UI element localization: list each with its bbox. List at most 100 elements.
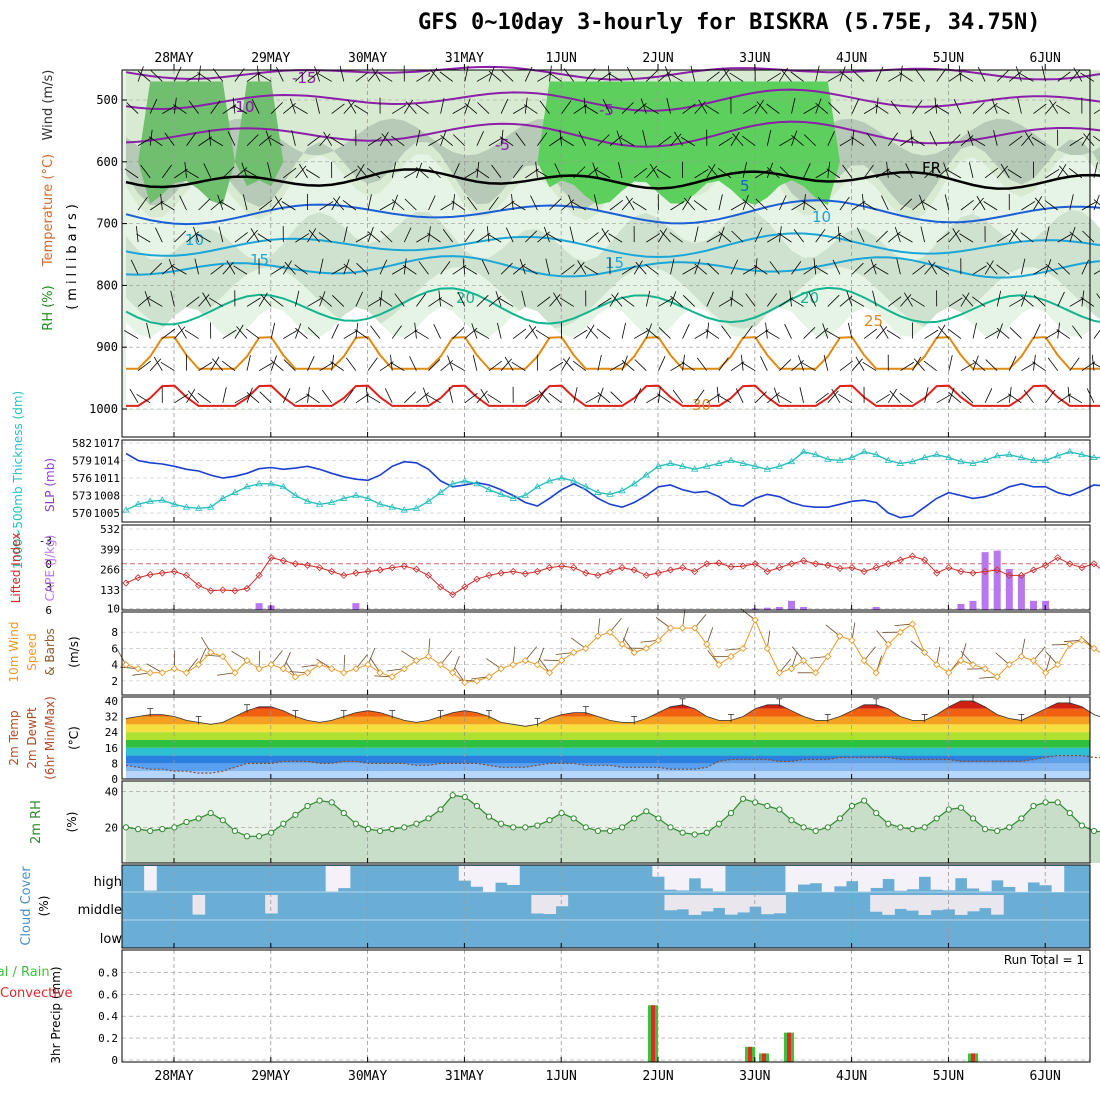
wind-barb: [409, 356, 417, 371]
wind-barb: [936, 394, 951, 404]
wind-barb: [467, 196, 478, 211]
wind10-speed-point: [594, 632, 602, 640]
wind10-barb: [201, 636, 212, 653]
wind-barb: [295, 233, 310, 243]
thickness-point: [473, 480, 481, 487]
rh2m-point: [715, 820, 723, 827]
wind10-speed-point: [170, 665, 179, 673]
wind-barb: [267, 162, 272, 178]
contour-label: -5: [599, 101, 614, 119]
wind-barb: [124, 330, 139, 339]
wind-barb: [1067, 394, 1083, 404]
precip-y-tick-label: 0.4: [98, 1010, 118, 1023]
date-label-bottom: 3JUN: [739, 1069, 770, 1084]
wind10-barb: [960, 650, 974, 665]
slp-y-tick-label: 1017: [94, 437, 121, 450]
wind-barb: [585, 394, 600, 404]
lifted-index-point: [195, 581, 203, 589]
wind-barb: [935, 265, 950, 275]
wind-barb: [742, 265, 758, 275]
wind-barb: [257, 233, 272, 243]
wind-barb: [512, 164, 523, 179]
wind-barb: [294, 264, 308, 275]
date-label-bottom: 29MAY: [251, 1069, 290, 1084]
wind-barb: [789, 297, 804, 307]
rh2m-point: [207, 809, 214, 817]
wind-barb: [928, 260, 938, 275]
lifted-index-point: [739, 562, 747, 570]
wind-barb: [984, 260, 994, 275]
wind10-speed-point: [207, 648, 215, 657]
wind-barb: [173, 104, 187, 114]
wind-barb: [718, 136, 733, 147]
wind-barb: [198, 294, 210, 307]
wind-barb: [440, 130, 447, 146]
contour-label: 10: [812, 208, 831, 226]
wind-barb: [519, 259, 526, 275]
date-label-bottom: 6JUN: [1030, 1069, 1061, 1084]
temp-y-tick-label: 24: [105, 726, 119, 739]
wind-barb: [193, 226, 199, 243]
wind10-speed-point: [146, 669, 154, 677]
wind-barb: [305, 169, 320, 179]
wind-barb: [164, 132, 175, 146]
lifted-index-point: [630, 566, 638, 574]
wind-y-tick-label: 6: [111, 642, 118, 655]
wind-barb: [150, 70, 163, 82]
wind-barb: [307, 298, 322, 307]
precip-ylabel: 3hr Precip (mm): [49, 966, 63, 1063]
wind-barb: [488, 295, 502, 307]
lifted-index-point: [376, 566, 384, 574]
wind-barb: [1008, 228, 1018, 243]
rh-band-dry-low: [126, 307, 1100, 409]
wind-barb: [530, 195, 538, 211]
wind-barb: [887, 388, 897, 404]
wind-barb: [137, 70, 151, 82]
date-label-bottom: 30MAY: [348, 1069, 387, 1084]
wind-barb: [501, 70, 514, 82]
rh2m-point: [328, 799, 335, 806]
wind-barb: [633, 260, 643, 275]
wind-barb: [415, 103, 429, 114]
wind10-speed-point: [412, 656, 421, 665]
lifted-index-point: [812, 560, 820, 568]
wind-barb: [523, 104, 538, 114]
wind-barb: [996, 69, 1009, 82]
lifted-index-point: [679, 564, 687, 572]
wind-barb: [259, 391, 272, 404]
cape-bar: [800, 606, 808, 610]
wind-barb: [828, 102, 841, 114]
wind-barb: [184, 329, 199, 339]
wind10-speed-point: [920, 648, 929, 657]
wind10-speed-point: [860, 656, 868, 665]
wind-barb: [426, 394, 441, 404]
cloud-gap-middle: [192, 895, 206, 915]
wind-barb: [646, 165, 658, 179]
wind-barb: [293, 105, 308, 114]
wind-barb: [793, 229, 804, 243]
cloud-gap-high: [797, 866, 811, 885]
thickness-point: [194, 504, 203, 511]
wind-barb: [553, 292, 562, 307]
date-label-top: 6JUN: [1030, 51, 1061, 66]
wind-barb: [356, 262, 369, 275]
temp-contour-minus5: [125, 120, 1100, 148]
wind-barb: [545, 258, 550, 275]
slp-ylabel-right: SLP (mb): [43, 458, 57, 512]
rh2m-point: [1066, 809, 1073, 817]
upper-y-tick-label: 700: [96, 217, 118, 231]
wind-barb: [162, 105, 177, 114]
lifted-index-point: [146, 571, 154, 579]
wind-barb: [476, 294, 489, 307]
wind-barb: [464, 327, 478, 339]
wind-barb: [559, 137, 574, 147]
wind-barb: [559, 297, 574, 307]
wind-barb: [823, 355, 829, 371]
wind-barb: [1069, 357, 1080, 371]
wind-barb: [174, 393, 189, 404]
lifted-index-point: [279, 557, 287, 565]
wind-barb: [170, 290, 175, 307]
wind-barb: [986, 261, 998, 275]
wind-barb: [457, 291, 466, 307]
rh2m-point: [461, 793, 468, 801]
